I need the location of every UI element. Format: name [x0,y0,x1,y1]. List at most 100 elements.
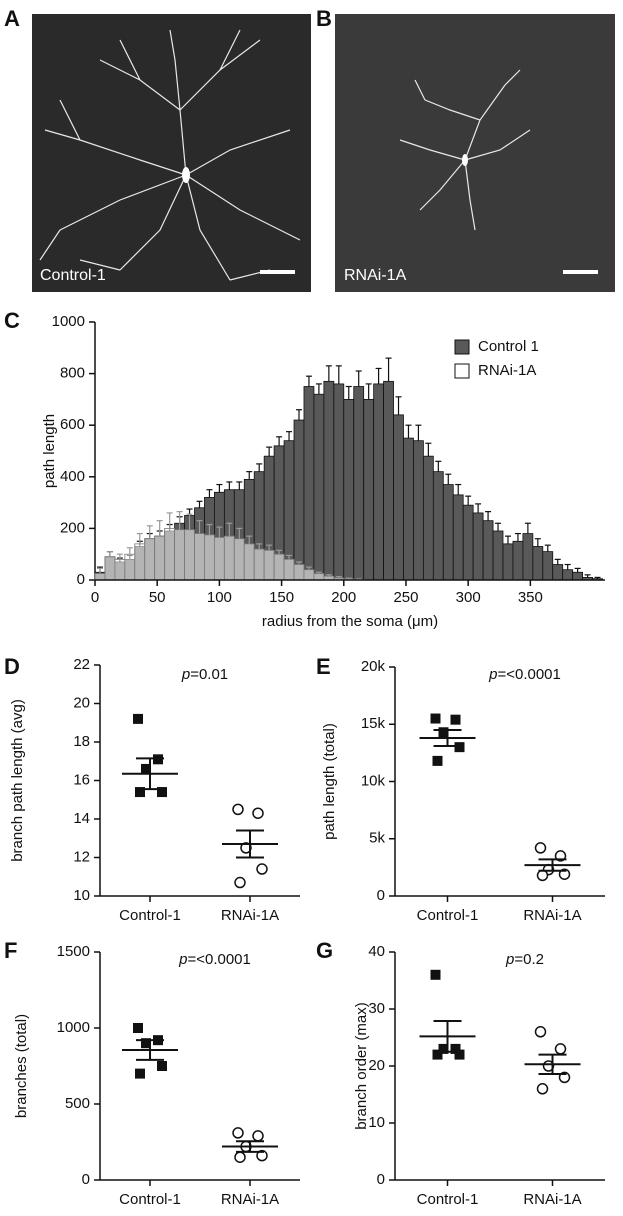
y-tick-label: 0 [82,1171,90,1188]
bar [293,419,305,581]
y-tick-label: 40 [368,943,385,960]
bar [293,564,305,581]
bar [432,471,444,581]
bar [492,530,504,581]
point [454,742,465,753]
x-tick-label: Control-1 [119,1191,181,1208]
annotation: p=<0.0001 [178,951,251,968]
y-tick-label: 12 [73,848,90,865]
point [232,1127,244,1139]
bar [174,529,185,581]
point [141,1038,151,1049]
x-tick-label: 50 [149,589,166,606]
bar [313,573,325,581]
y-tick-label: 10 [368,1114,385,1131]
bar [263,549,275,581]
point [454,1049,465,1060]
annotation-symbol: p [505,951,514,968]
bar [134,543,146,581]
annotation: p=0.01 [181,666,228,683]
bar [462,504,474,581]
bar [363,398,375,581]
y-tick-label: 14 [73,810,90,827]
point [141,763,151,774]
point [432,1049,443,1060]
panel-label: E [316,654,331,679]
image-caption: Control-1 [40,267,106,284]
x-tick-label: 300 [456,589,481,606]
annotation: p=0.2 [505,951,544,968]
point [534,1026,547,1038]
point [432,755,443,766]
bar [442,484,454,581]
y-tick-label: 20 [73,694,90,711]
bar [194,533,205,581]
point [430,713,441,724]
point [234,1151,246,1163]
x-tick-label: Control-1 [417,1191,479,1208]
point [252,807,264,819]
panel-label: F [4,938,17,963]
bar [104,556,116,581]
image-caption: RNAi-1A [344,267,407,284]
bar [253,548,265,581]
x-tick-label: 350 [518,589,543,606]
bar [223,535,235,581]
y-tick-label: 5k [369,830,385,847]
y-axis-label: branches (total) [13,1014,30,1118]
y-tick-label: 20 [368,1057,385,1074]
point [232,803,244,816]
y-tick-label: 15k [361,715,386,732]
x-tick-label: RNAi-1A [523,907,581,924]
point [534,842,547,854]
bar [323,380,335,581]
y-tick-label: 1000 [57,1019,90,1036]
y-axis-label: branch path length (avg) [9,699,26,862]
bar [233,538,245,581]
point [450,1043,461,1054]
point [157,787,167,798]
micrograph-a [32,14,311,292]
bar [154,535,166,581]
y-tick-label: 22 [73,656,90,673]
bar [562,569,574,581]
y-tick-label: 18 [73,733,90,750]
y-tick-label: 10 [73,887,90,904]
annotation-text: =0.01 [190,666,228,683]
bar [373,383,384,581]
bar [452,494,464,581]
point [256,1149,268,1162]
micrograph-b [335,14,615,292]
x-tick-label: 0 [91,589,99,606]
bar [393,414,404,581]
point [256,863,268,875]
x-tick-label: 150 [269,589,294,606]
point [133,713,143,724]
x-tick-label: Control-1 [417,907,479,924]
y-axis-label: path length [41,414,58,488]
x-tick-label: 200 [331,589,356,606]
annotation-text: =<0.0001 [187,951,250,968]
bar [164,528,176,581]
y-tick-label: 0 [77,571,85,588]
point [438,727,449,738]
point [234,876,246,889]
y-tick-label: 1000 [52,313,85,330]
y-tick-label: 200 [60,519,85,536]
y-tick-label: 20k [361,658,386,675]
point [438,1043,449,1054]
bar [114,558,126,581]
bar [303,386,315,581]
point [252,1130,264,1142]
y-tick-label: 600 [60,416,85,433]
bar [283,558,295,581]
legend-label: RNAi-1A [478,362,536,379]
point [450,714,461,725]
bar [532,546,544,581]
y-axis-label: path length (total) [321,723,338,840]
point [135,1068,145,1079]
bar [472,512,484,581]
bar [522,533,534,581]
x-tick-label: RNAi-1A [221,907,279,924]
